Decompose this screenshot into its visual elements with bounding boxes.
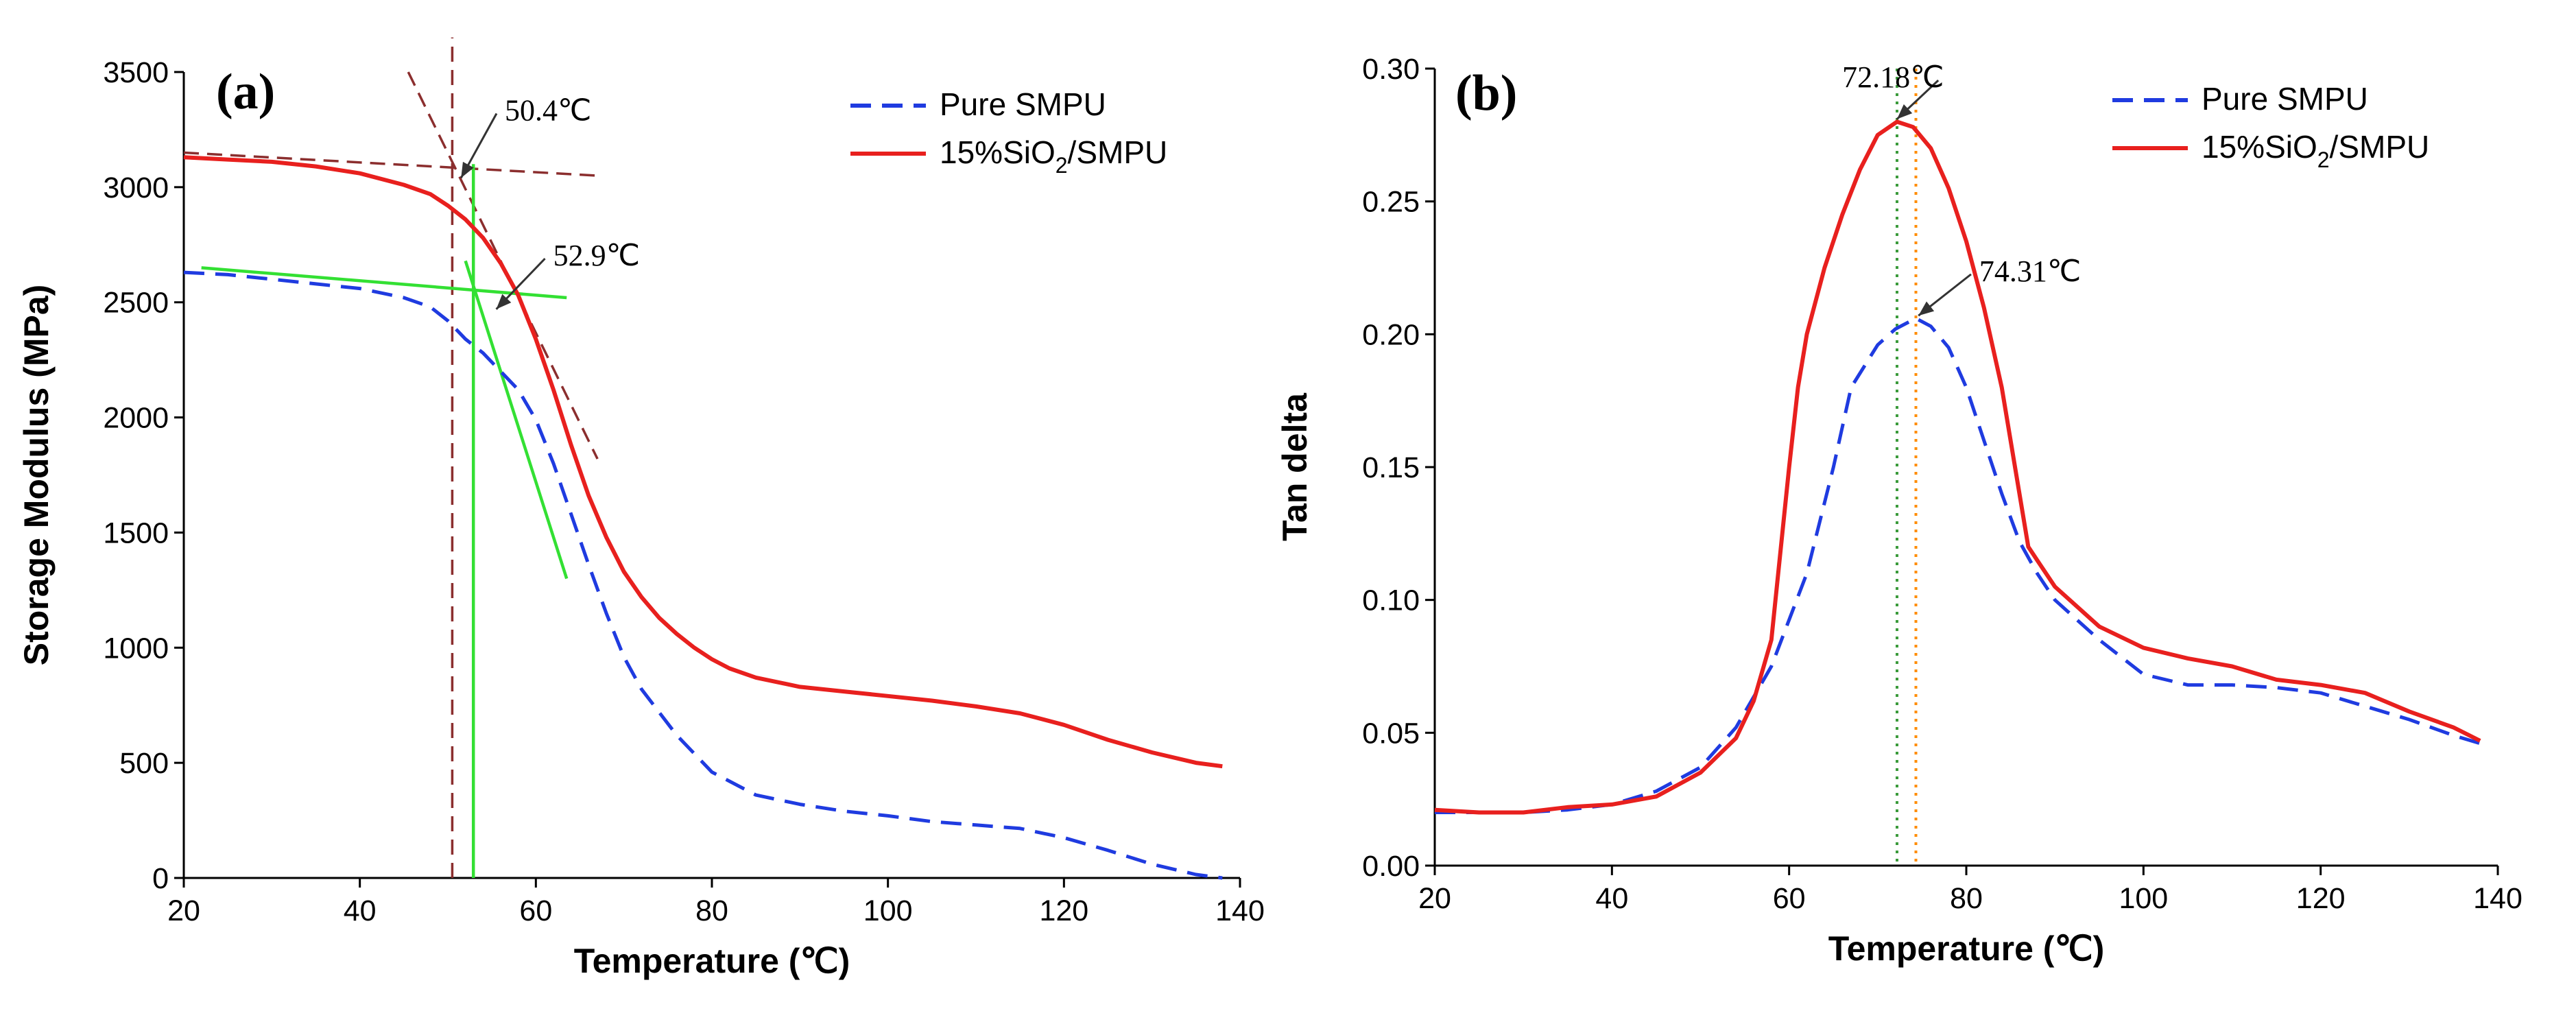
peak-annotation-label: 52.9℃ [553, 239, 640, 272]
y-tick-label: 0.20 [1362, 318, 1420, 351]
legend-entry-label: Pure SMPU [940, 86, 1106, 122]
y-tick-label: 0.15 [1362, 451, 1420, 484]
series-line-pure-smpu [183, 270, 1223, 880]
annotation-arrowhead [461, 161, 474, 178]
x-tick-label: 80 [1950, 882, 1983, 915]
annotation-arrowhead [1896, 104, 1913, 119]
y-tick-label: 0.30 [1362, 53, 1420, 86]
y-tick-label: 1500 [103, 516, 169, 549]
x-tick-label: 40 [344, 894, 377, 927]
y-axis-title: Storage Modulus (MPa) [17, 285, 56, 666]
y-tick-label: 3500 [103, 56, 169, 89]
legend-entry-label: 15%SiO2/SMPU [940, 134, 1167, 178]
peak-annotation-label: 74.31℃ [1979, 254, 2081, 288]
x-tick-label: 100 [863, 894, 913, 927]
x-tick-label: 60 [519, 894, 552, 927]
annotation-arrowhead [496, 294, 512, 309]
x-tick-label: 120 [2296, 882, 2346, 915]
y-axis-title: Tan delta [1276, 392, 1314, 541]
series-line-pure-smpu [1435, 316, 2481, 814]
x-tick-label: 140 [1215, 894, 1265, 927]
x-tick-label: 120 [1039, 894, 1088, 927]
annotation-arrowhead [1918, 301, 1935, 316]
x-axis-title: Temperature (℃) [574, 942, 850, 980]
tangent-line [201, 266, 567, 300]
series-line-sio2-smpu [1434, 119, 2481, 815]
x-tick-label: 20 [1418, 882, 1451, 915]
panel-b-tan-delta-chart: 20 40 60 80 100 120 140 0.00 0.05 0.10 0.15 0.20 0.2… [1276, 53, 2523, 968]
x-tick-label: 140 [2473, 882, 2523, 915]
peak-annotation-label: 50.4℃ [505, 94, 591, 128]
panel-label: (a) [216, 64, 275, 120]
x-tick-label: 40 [1595, 882, 1628, 915]
y-tick-label: 0.05 [1362, 717, 1420, 750]
legend-entry-label: 15%SiO2/SMPU [2202, 129, 2429, 172]
y-tick-label: 1000 [103, 632, 169, 665]
panel-label: (b) [1455, 65, 1517, 121]
y-tick-label: 0.10 [1362, 584, 1420, 617]
legend-entry-label: Pure SMPU [2202, 81, 2368, 117]
series-line-sio2-smpu [183, 155, 1223, 769]
x-axis-title: Temperature (℃) [1828, 929, 2105, 968]
tangent-line [464, 260, 569, 580]
y-tick-label: 2000 [103, 402, 169, 435]
y-tick-label: 2500 [103, 287, 169, 320]
x-tick-label: 60 [1773, 882, 1806, 915]
x-tick-label: 80 [695, 894, 728, 927]
panel-a-storage-modulus-chart: 20 40 60 80 100 120 140 0 500 1000 1500 2000 2500 300… [17, 37, 1265, 980]
y-tick-label: 0.25 [1362, 186, 1420, 219]
y-tick-label: 0 [152, 862, 169, 895]
x-tick-label: 100 [2119, 882, 2168, 915]
tangent-line [183, 151, 598, 177]
peak-annotation-label: 72.18℃ [1842, 60, 1944, 94]
y-tick-label: 0.00 [1362, 850, 1420, 883]
y-tick-label: 3000 [103, 171, 169, 204]
y-tick-label: 500 [119, 747, 169, 780]
x-tick-label: 20 [167, 894, 200, 927]
